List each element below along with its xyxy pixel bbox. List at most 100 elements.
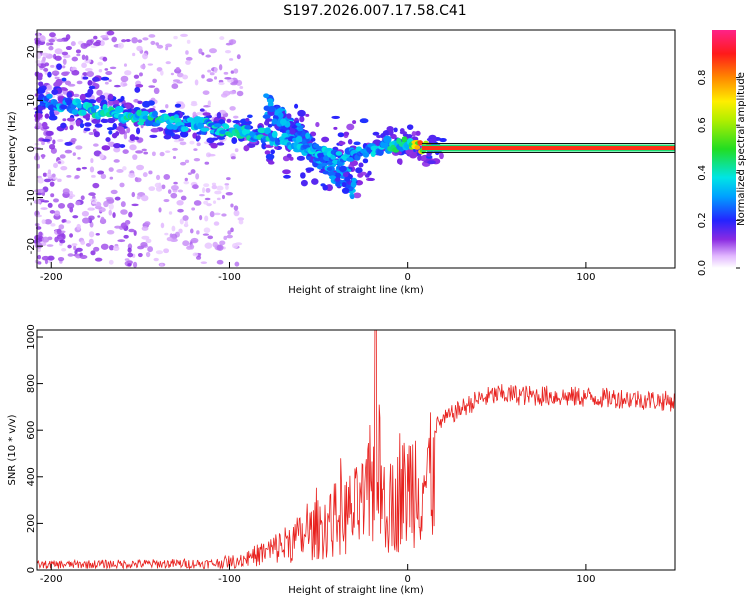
spectrogram-cell xyxy=(376,148,384,156)
colorbar-tick-label: 0.0 xyxy=(697,260,708,276)
spectrogram-cell xyxy=(203,183,210,188)
spectrogram-cell xyxy=(315,122,320,128)
spectrogram-cell xyxy=(145,238,152,244)
spectrogram-cell xyxy=(346,123,355,131)
spectrogram-cell xyxy=(40,207,48,210)
spectrogram-tone-core xyxy=(421,146,675,151)
spectrogram-cell xyxy=(200,127,210,132)
spectrogram-cell xyxy=(406,134,413,139)
spectrogram-cell xyxy=(56,38,65,42)
spectrogram-cell xyxy=(140,64,146,70)
spectrogram-cell xyxy=(119,144,126,148)
y-tick-label: 600 xyxy=(26,421,37,440)
spectrogram-cell xyxy=(155,42,160,46)
spectrogram-cell xyxy=(64,149,73,154)
spectrogram-cell xyxy=(97,170,105,175)
spectrogram-cell xyxy=(62,58,67,65)
spectrogram-cell xyxy=(38,231,43,237)
spectrogram-cell xyxy=(262,114,271,119)
spectrogram-cell xyxy=(103,200,109,208)
spectrogram-cell xyxy=(285,129,290,135)
spectrogram-cell xyxy=(100,173,107,180)
spectrogram-cell xyxy=(261,142,267,150)
spectrogram-cell xyxy=(49,210,56,214)
spectrogram-cell xyxy=(263,93,270,99)
spectrogram-cell xyxy=(37,261,42,265)
spectrogram-cell xyxy=(72,215,79,219)
spectrogram-cell xyxy=(362,158,369,164)
spectrogram-cell xyxy=(160,222,165,229)
spectrogram-cell xyxy=(202,233,209,236)
spectrogram-cell xyxy=(50,193,55,198)
y-tick-label: 0 xyxy=(26,567,37,573)
spectrogram-cell xyxy=(172,155,177,159)
spectrogram-cell xyxy=(325,184,334,192)
spectrogram-cell xyxy=(230,70,235,74)
spectrogram-cell xyxy=(132,52,136,57)
spectrogram-cell xyxy=(56,63,63,71)
spectrogram-cell xyxy=(247,114,253,119)
spectrogram-cell xyxy=(322,184,328,191)
spectrogram-cell xyxy=(207,100,212,107)
spectrogram-cell xyxy=(46,244,54,247)
spectrogram-cell xyxy=(42,200,50,203)
y-tick-label: 400 xyxy=(26,467,37,486)
spectrogram-cell xyxy=(223,124,230,130)
spectrogram-cell xyxy=(296,155,305,161)
spectrogram-cell xyxy=(112,99,120,106)
spectrogram-cell xyxy=(196,135,201,141)
spectrogram-cell xyxy=(352,120,357,125)
spectrogram-cell xyxy=(359,118,369,124)
spectrogram-cell xyxy=(163,134,172,140)
spectrogram-cell xyxy=(289,156,294,161)
spectrogram-cell xyxy=(279,118,287,126)
spectrogram-cell xyxy=(41,121,48,129)
spectrogram-cell xyxy=(236,90,244,97)
spectrogram-cell xyxy=(346,157,355,162)
spectrogram-cell xyxy=(88,238,94,245)
spectrogram-cell xyxy=(75,119,81,127)
spectrogram-cell xyxy=(36,188,45,194)
spectrogram-cell xyxy=(108,244,115,251)
spectrogram-cell xyxy=(111,36,117,43)
spectrogram-cell xyxy=(420,155,427,162)
spectrogram-x-ticks: -200 -100 0 100 xyxy=(40,262,595,283)
spectrogram-cell xyxy=(326,167,333,171)
spectrogram-cell xyxy=(82,76,89,80)
spectrogram-cell xyxy=(57,161,62,164)
spectrogram-cell xyxy=(90,250,96,256)
spectrogram-cell xyxy=(265,118,273,122)
spectrogram-cell xyxy=(226,118,232,123)
spectrogram-cell xyxy=(93,246,100,252)
spectrogram-y-label: Frequency (Hz) xyxy=(7,111,18,187)
spectrogram-cell xyxy=(214,76,218,80)
spectrogram-cell xyxy=(95,98,102,102)
spectrogram-cell xyxy=(179,130,189,138)
spectrogram-cell xyxy=(211,182,217,186)
spectrogram-cell xyxy=(75,201,81,206)
spectrogram-cell xyxy=(201,52,205,56)
spectrogram-cell xyxy=(216,185,224,191)
spectrogram-cell xyxy=(61,247,67,252)
spectrogram-cell xyxy=(82,114,91,119)
spectrogram-cell xyxy=(163,248,170,254)
spectrogram-cell xyxy=(41,141,45,146)
spectrogram-cell xyxy=(158,207,162,213)
figure-title: S197.2026.007.17.58.C41 xyxy=(283,3,466,19)
spectrogram-cell xyxy=(327,171,336,177)
spectrogram-cell xyxy=(79,254,88,260)
spectrogram-cell xyxy=(132,154,138,160)
spectrogram-cell xyxy=(311,178,319,185)
spectrogram-cell xyxy=(355,167,363,174)
spectrogram-cell xyxy=(233,205,239,211)
spectrogram-cell xyxy=(88,231,95,238)
y-tick-label: 800 xyxy=(26,374,37,393)
spectrogram-cell xyxy=(216,244,224,251)
spectrogram-cell xyxy=(305,167,315,172)
spectrogram-cell xyxy=(69,120,76,126)
spectrogram-cell xyxy=(203,227,211,233)
spectrogram-cell xyxy=(171,225,176,232)
spectrogram-cell xyxy=(113,159,120,163)
spectrogram-cell xyxy=(71,69,80,76)
spectrogram-cell xyxy=(134,86,141,93)
